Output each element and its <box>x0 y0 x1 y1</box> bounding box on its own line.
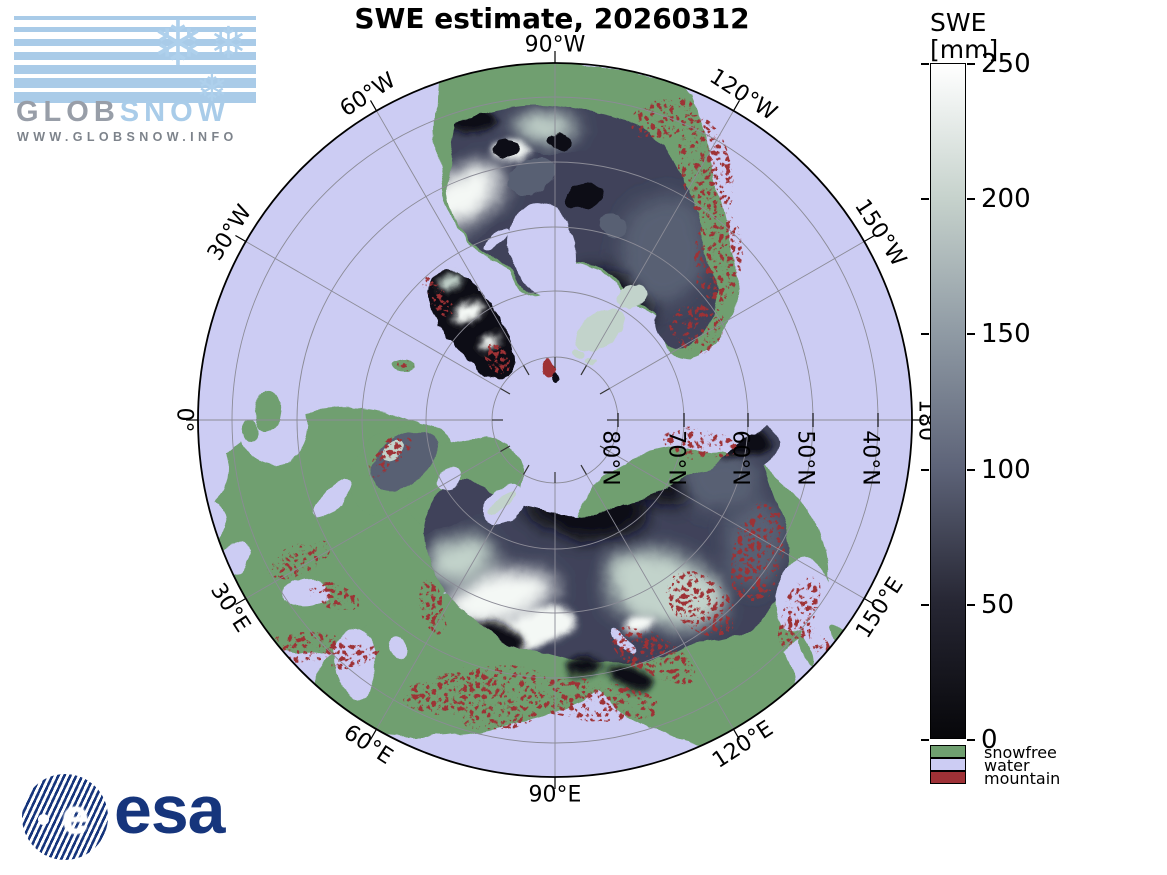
longitude-tick <box>235 597 247 606</box>
esa-logo: e esa <box>22 768 237 868</box>
longitude-label: 90°W <box>525 33 586 58</box>
inner-tick <box>599 387 610 395</box>
legend-label: mountain <box>984 769 1061 788</box>
svalbard <box>542 360 560 384</box>
legend-row: snowfree <box>930 743 1140 762</box>
globsnow-website: WWW.GLOBSNOW.INFO <box>17 130 238 144</box>
hudson-bay <box>509 200 577 300</box>
colorbar-gradient <box>931 64 965 738</box>
longitude-ticks <box>186 51 924 789</box>
legend-label: snowfree <box>984 743 1057 762</box>
globsnow-wordmark-snow: SNOW <box>119 96 230 128</box>
colorbar-tick <box>967 468 975 471</box>
inner-tick <box>500 445 511 453</box>
longitude-tick <box>235 234 247 243</box>
latitude-label: 40°N <box>858 430 883 485</box>
longitude-tick <box>863 597 875 606</box>
inner-tick <box>599 445 610 453</box>
longitude-line <box>586 110 734 366</box>
colorbar-tick <box>967 603 975 606</box>
inner-tick <box>522 365 530 376</box>
latitude-label: 60°N <box>728 430 753 485</box>
novaya-zemlya <box>487 492 517 514</box>
longitude-line <box>609 451 865 599</box>
legend-row: mountain <box>930 769 1140 788</box>
globsnow-wordmark: GLOBSNOW <box>16 96 230 129</box>
map-disc <box>198 63 912 777</box>
colorbar-tick <box>921 198 929 201</box>
legend-row: water <box>930 756 1140 775</box>
colorbar-tick-label: 50 <box>981 589 1015 620</box>
legend-swatch-mountain <box>930 771 966 784</box>
longitude-tick <box>863 234 875 243</box>
longitude-line <box>376 110 524 366</box>
longitude-tick <box>732 100 741 112</box>
colorbar-tick <box>967 333 975 336</box>
inner-tick <box>580 464 588 475</box>
page-title: SWE estimate, 20260312 <box>354 2 750 35</box>
colorbar-rail: 250 200 150 100 50 0 <box>921 49 1031 755</box>
longitude-line <box>245 451 501 599</box>
colorbar-tick <box>967 198 975 201</box>
longitude-label: 0° <box>172 408 197 433</box>
snowflake-icon: ❄ <box>210 19 247 68</box>
snowflake-icon: ❄ <box>196 68 228 110</box>
snowflake-icon: ❄ <box>152 10 204 79</box>
globsnow-logo: ❄ ❄ ❄ GLOBSNOW WWW.GLOBSNOW.INFO <box>14 12 266 144</box>
inner-tick <box>522 464 530 475</box>
colorbar-tick <box>967 63 975 65</box>
legend-swatch-water <box>930 758 966 771</box>
legend-label: water <box>984 756 1030 775</box>
inner-tick <box>580 365 588 376</box>
longitude-line <box>586 474 734 730</box>
esa-sphere-icon: e <box>22 774 108 860</box>
logo-stripe <box>14 39 256 46</box>
globsnow-wordmark-glob: GLOB <box>16 96 120 128</box>
logo-stripe <box>14 78 256 88</box>
logo-stripe <box>14 16 256 20</box>
logo-stripe <box>14 52 256 60</box>
colorbar-tick-label: 100 <box>981 454 1031 485</box>
graticule <box>198 63 912 777</box>
colorbar-tick-label: 150 <box>981 319 1031 350</box>
longitude-tick <box>369 728 378 740</box>
esa-sphere-dot <box>38 814 49 825</box>
colorbar-tick-label: 250 <box>981 49 1031 79</box>
colorbar-ticks: 250 200 150 100 50 0 <box>921 49 1031 755</box>
britain <box>255 392 281 432</box>
mountain-mask <box>260 97 837 732</box>
longitude-line <box>609 241 865 389</box>
colorbar-title: SWE <box>930 8 987 37</box>
colorbar-title-unit: [mm] <box>930 35 999 64</box>
longitude-line <box>376 474 524 730</box>
swe-colorbar: SWE [mm] 250 200 150 100 50 0 snowfree water mo… <box>921 8 1140 818</box>
colorbar-tick <box>967 739 975 741</box>
colorbar-legend: snowfree water mountain <box>930 743 1140 788</box>
colorbar-tick <box>921 63 929 65</box>
logo-stripe <box>14 92 256 103</box>
latitude-label: 80°N <box>598 430 623 485</box>
latitude-label: 50°N <box>793 430 818 485</box>
ireland <box>242 421 258 443</box>
esa-wordmark: esa <box>114 772 225 848</box>
latitude-label: 70°N <box>664 430 689 485</box>
longitude-label: 90°E <box>529 783 582 808</box>
longitude-tick <box>369 100 378 112</box>
colorbar-tick-label: 0 <box>981 725 998 755</box>
colorbar-tick <box>921 333 929 336</box>
logo-stripe <box>14 27 256 32</box>
longitude-tick <box>732 728 741 740</box>
colorbar-tick-label: 200 <box>981 184 1031 215</box>
inner-tick <box>500 387 511 395</box>
legend-swatch-snowfree <box>930 745 966 758</box>
logo-stripe <box>14 65 256 74</box>
colorbar-tick <box>921 603 929 606</box>
longitude-line <box>245 241 501 389</box>
baltic-sea <box>314 477 352 519</box>
colorbar-tick <box>921 739 929 741</box>
esa-sphere-letter: e <box>62 791 89 844</box>
colorbar-tick <box>921 468 929 471</box>
